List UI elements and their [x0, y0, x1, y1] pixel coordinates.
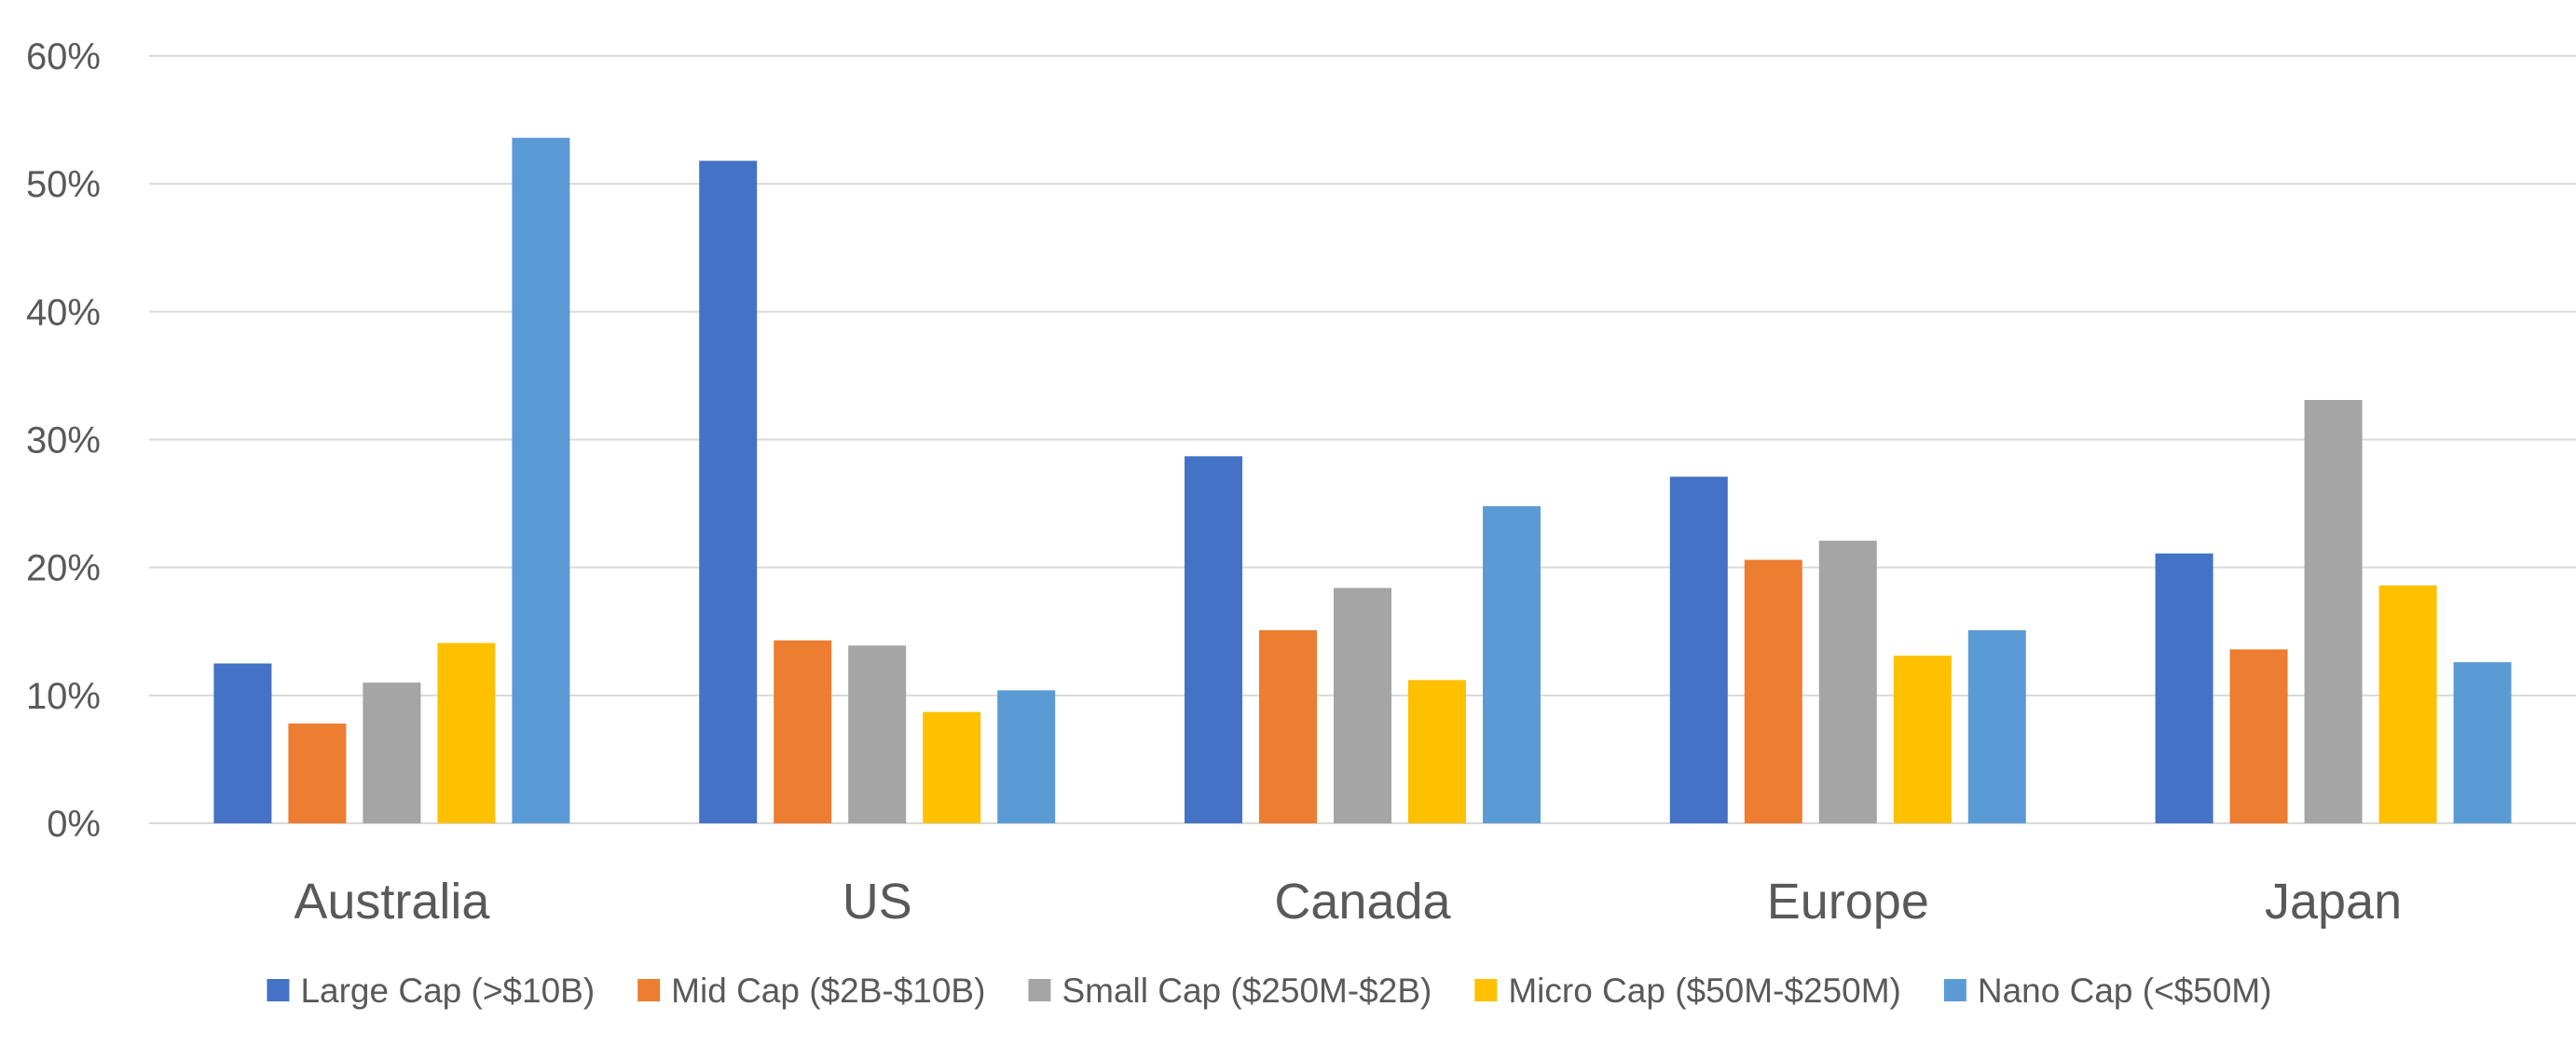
bar-japan-series-1 [2155, 553, 2213, 823]
bar-us-series-4 [923, 711, 981, 823]
bar-us-series-5 [997, 690, 1056, 823]
x-category-label: Japan [2265, 874, 2402, 930]
bar-europe-series-3 [1818, 540, 1877, 823]
x-category-label: Canada [1274, 874, 1451, 930]
legend-swatch [267, 979, 290, 1001]
bars [213, 137, 2512, 823]
bar-japan-series-4 [2378, 585, 2437, 823]
bar-canada-series-5 [1483, 505, 1541, 823]
bar-australia-series-1 [213, 663, 272, 823]
bar-canada-series-2 [1259, 629, 1317, 823]
y-axis-tick-labels: 0% 10% 20% 30% 40% 50% 60% [26, 36, 101, 845]
legend-label: Large Cap (>$10B) [300, 972, 595, 1010]
legend-label: Mid Cap ($2B-$10B) [671, 972, 985, 1010]
bar-europe-series-5 [1967, 629, 2026, 823]
bar-us-series-3 [848, 645, 907, 823]
legend-label: Micro Cap ($50M-$250M) [1508, 972, 1901, 1010]
y-tick-label: 20% [26, 548, 101, 589]
bar-australia-series-2 [288, 724, 347, 823]
legend: Large Cap (>$10B) Mid Cap ($2B-$10B) Small… [267, 972, 2272, 1010]
legend-swatch [637, 979, 661, 1001]
y-tick-label: 60% [26, 36, 101, 77]
bar-europe-series-4 [1893, 655, 1952, 823]
y-tick-label: 0% [47, 804, 101, 845]
x-axis-category-labels: Australia US Canada Europe Japan [294, 874, 2402, 930]
bar-japan-series-2 [2229, 649, 2288, 823]
x-category-label: Europe [1767, 874, 1929, 930]
x-category-label: US [843, 874, 912, 930]
legend-swatch [1028, 979, 1051, 1001]
bar-australia-series-4 [437, 642, 496, 823]
y-tick-label: 30% [26, 421, 101, 462]
bar-europe-series-1 [1669, 476, 1728, 823]
bar-canada-series-1 [1185, 456, 1242, 823]
bar-canada-series-4 [1408, 680, 1466, 823]
y-tick-label: 10% [26, 676, 101, 717]
bar-us-series-1 [699, 160, 758, 823]
bar-japan-series-3 [2304, 399, 2363, 823]
legend-label: Nano Cap (<$50M) [1978, 972, 2272, 1010]
y-tick-label: 40% [26, 292, 101, 333]
bar-australia-series-3 [363, 683, 421, 823]
bar-canada-series-3 [1334, 587, 1391, 823]
legend-swatch [1474, 979, 1498, 1001]
bar-europe-series-2 [1744, 559, 1802, 823]
bar-japan-series-5 [2453, 662, 2512, 823]
legend-label: Small Cap ($250M-$2B) [1062, 972, 1432, 1010]
legend-swatch [1943, 979, 1966, 1001]
x-category-label: Australia [294, 874, 490, 930]
bar-australia-series-5 [512, 137, 570, 823]
y-tick-label: 50% [26, 164, 101, 205]
bar-us-series-2 [774, 640, 832, 823]
